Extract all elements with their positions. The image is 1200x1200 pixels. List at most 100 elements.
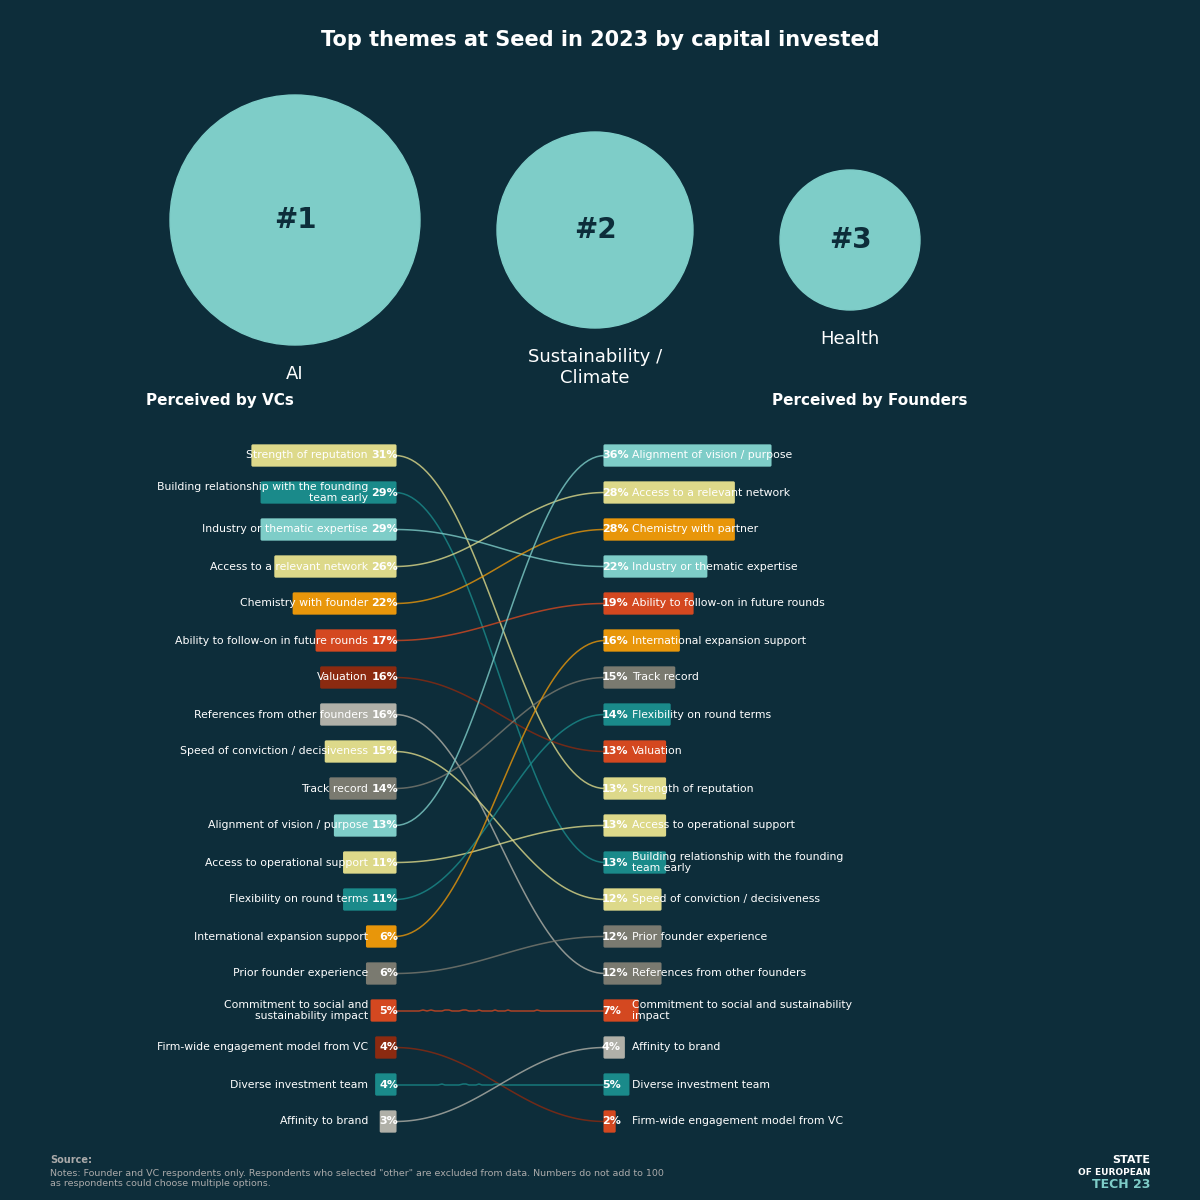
Text: Industry or thematic expertise: Industry or thematic expertise bbox=[203, 524, 368, 534]
Text: Prior founder experience: Prior founder experience bbox=[632, 931, 767, 942]
FancyBboxPatch shape bbox=[604, 629, 680, 652]
FancyBboxPatch shape bbox=[604, 815, 666, 836]
Text: 12%: 12% bbox=[602, 894, 629, 905]
Text: Strength of reputation: Strength of reputation bbox=[632, 784, 754, 793]
Text: Perceived by Founders: Perceived by Founders bbox=[773, 392, 967, 408]
Text: 5%: 5% bbox=[379, 1006, 398, 1015]
Text: Firm-wide engagement model from VC: Firm-wide engagement model from VC bbox=[632, 1116, 844, 1127]
Text: Strength of reputation: Strength of reputation bbox=[246, 450, 368, 461]
Text: 13%: 13% bbox=[602, 821, 629, 830]
FancyBboxPatch shape bbox=[604, 1110, 616, 1133]
Text: References from other founders: References from other founders bbox=[194, 709, 368, 720]
Text: 13%: 13% bbox=[602, 858, 629, 868]
FancyBboxPatch shape bbox=[343, 851, 396, 874]
Text: 13%: 13% bbox=[372, 821, 398, 830]
Text: Ability to follow-on in future rounds: Ability to follow-on in future rounds bbox=[175, 636, 368, 646]
Text: Building relationship with the founding: Building relationship with the founding bbox=[157, 482, 368, 492]
Text: Access to operational support: Access to operational support bbox=[205, 858, 368, 868]
FancyBboxPatch shape bbox=[343, 888, 396, 911]
Text: Access to a relevant network: Access to a relevant network bbox=[210, 562, 368, 571]
Text: OF EUROPEAN: OF EUROPEAN bbox=[1078, 1168, 1150, 1177]
FancyBboxPatch shape bbox=[293, 593, 396, 614]
FancyBboxPatch shape bbox=[320, 703, 396, 726]
FancyBboxPatch shape bbox=[325, 740, 396, 763]
FancyBboxPatch shape bbox=[604, 666, 676, 689]
Text: Diverse investment team: Diverse investment team bbox=[632, 1080, 770, 1090]
Text: Source:: Source: bbox=[50, 1154, 92, 1165]
Text: 29%: 29% bbox=[371, 524, 398, 534]
Text: Alignment of vision / purpose: Alignment of vision / purpose bbox=[208, 821, 368, 830]
Text: 12%: 12% bbox=[602, 931, 629, 942]
Text: STATE: STATE bbox=[1112, 1154, 1150, 1165]
Text: Diverse investment team: Diverse investment team bbox=[230, 1080, 368, 1090]
Text: 7%: 7% bbox=[602, 1006, 620, 1015]
FancyBboxPatch shape bbox=[604, 851, 666, 874]
Text: 13%: 13% bbox=[602, 784, 629, 793]
Text: 15%: 15% bbox=[602, 672, 629, 683]
FancyBboxPatch shape bbox=[275, 556, 396, 577]
Text: #2: #2 bbox=[574, 216, 617, 244]
FancyBboxPatch shape bbox=[604, 888, 661, 911]
FancyBboxPatch shape bbox=[251, 444, 396, 467]
FancyBboxPatch shape bbox=[376, 1037, 396, 1058]
Text: Firm-wide engagement model from VC: Firm-wide engagement model from VC bbox=[157, 1043, 368, 1052]
Text: Speed of conviction / decisiveness: Speed of conviction / decisiveness bbox=[632, 894, 820, 905]
Text: Chemistry with founder: Chemistry with founder bbox=[240, 599, 368, 608]
FancyBboxPatch shape bbox=[604, 593, 694, 614]
Text: Commitment to social and sustainability: Commitment to social and sustainability bbox=[632, 1001, 852, 1010]
Text: sustainability impact: sustainability impact bbox=[254, 1010, 368, 1021]
Text: TECH 23: TECH 23 bbox=[1092, 1178, 1150, 1190]
Text: Access to operational support: Access to operational support bbox=[632, 821, 794, 830]
FancyBboxPatch shape bbox=[334, 815, 396, 836]
Text: Track record: Track record bbox=[632, 672, 698, 683]
Text: 36%: 36% bbox=[602, 450, 629, 461]
Text: Affinity to brand: Affinity to brand bbox=[280, 1116, 368, 1127]
Text: Track record: Track record bbox=[301, 784, 368, 793]
Text: 31%: 31% bbox=[372, 450, 398, 461]
Text: References from other founders: References from other founders bbox=[632, 968, 806, 978]
Text: #1: #1 bbox=[274, 206, 317, 234]
Text: 22%: 22% bbox=[602, 562, 629, 571]
Text: team early: team early bbox=[632, 863, 691, 872]
Text: Top themes at Seed in 2023 by capital invested: Top themes at Seed in 2023 by capital in… bbox=[320, 30, 880, 50]
FancyBboxPatch shape bbox=[260, 518, 396, 541]
Text: Valuation: Valuation bbox=[317, 672, 368, 683]
Text: Prior founder experience: Prior founder experience bbox=[233, 968, 368, 978]
Text: International expansion support: International expansion support bbox=[632, 636, 806, 646]
FancyBboxPatch shape bbox=[366, 925, 396, 948]
Text: 3%: 3% bbox=[379, 1116, 398, 1127]
Text: 14%: 14% bbox=[371, 784, 398, 793]
Text: Access to a relevant network: Access to a relevant network bbox=[632, 487, 790, 498]
Circle shape bbox=[497, 132, 694, 328]
Text: Affinity to brand: Affinity to brand bbox=[632, 1043, 720, 1052]
Text: 5%: 5% bbox=[602, 1080, 620, 1090]
Text: Speed of conviction / decisiveness: Speed of conviction / decisiveness bbox=[180, 746, 368, 756]
Text: Health: Health bbox=[821, 330, 880, 348]
Text: Commitment to social and: Commitment to social and bbox=[223, 1001, 368, 1010]
Text: impact: impact bbox=[632, 1010, 670, 1021]
FancyBboxPatch shape bbox=[604, 778, 666, 799]
FancyBboxPatch shape bbox=[316, 629, 396, 652]
Text: Notes: Founder and VC respondents only. Respondents who selected "other" are exc: Notes: Founder and VC respondents only. … bbox=[50, 1169, 664, 1188]
Text: 11%: 11% bbox=[371, 858, 398, 868]
FancyBboxPatch shape bbox=[320, 666, 396, 689]
Text: 4%: 4% bbox=[379, 1043, 398, 1052]
Text: 16%: 16% bbox=[602, 636, 629, 646]
Text: 22%: 22% bbox=[371, 599, 398, 608]
FancyBboxPatch shape bbox=[329, 778, 396, 799]
Text: 29%: 29% bbox=[371, 487, 398, 498]
Text: Flexibility on round terms: Flexibility on round terms bbox=[229, 894, 368, 905]
Text: Ability to follow-on in future rounds: Ability to follow-on in future rounds bbox=[632, 599, 824, 608]
Text: Sustainability /
Climate: Sustainability / Climate bbox=[528, 348, 662, 386]
FancyBboxPatch shape bbox=[604, 925, 661, 948]
Text: #3: #3 bbox=[829, 226, 871, 254]
FancyBboxPatch shape bbox=[604, 481, 734, 504]
FancyBboxPatch shape bbox=[604, 962, 661, 985]
Text: 4%: 4% bbox=[602, 1043, 622, 1052]
Text: 12%: 12% bbox=[602, 968, 629, 978]
Text: 17%: 17% bbox=[371, 636, 398, 646]
Text: 11%: 11% bbox=[371, 894, 398, 905]
FancyBboxPatch shape bbox=[604, 1073, 630, 1096]
Text: Alignment of vision / purpose: Alignment of vision / purpose bbox=[632, 450, 792, 461]
FancyBboxPatch shape bbox=[604, 556, 707, 577]
